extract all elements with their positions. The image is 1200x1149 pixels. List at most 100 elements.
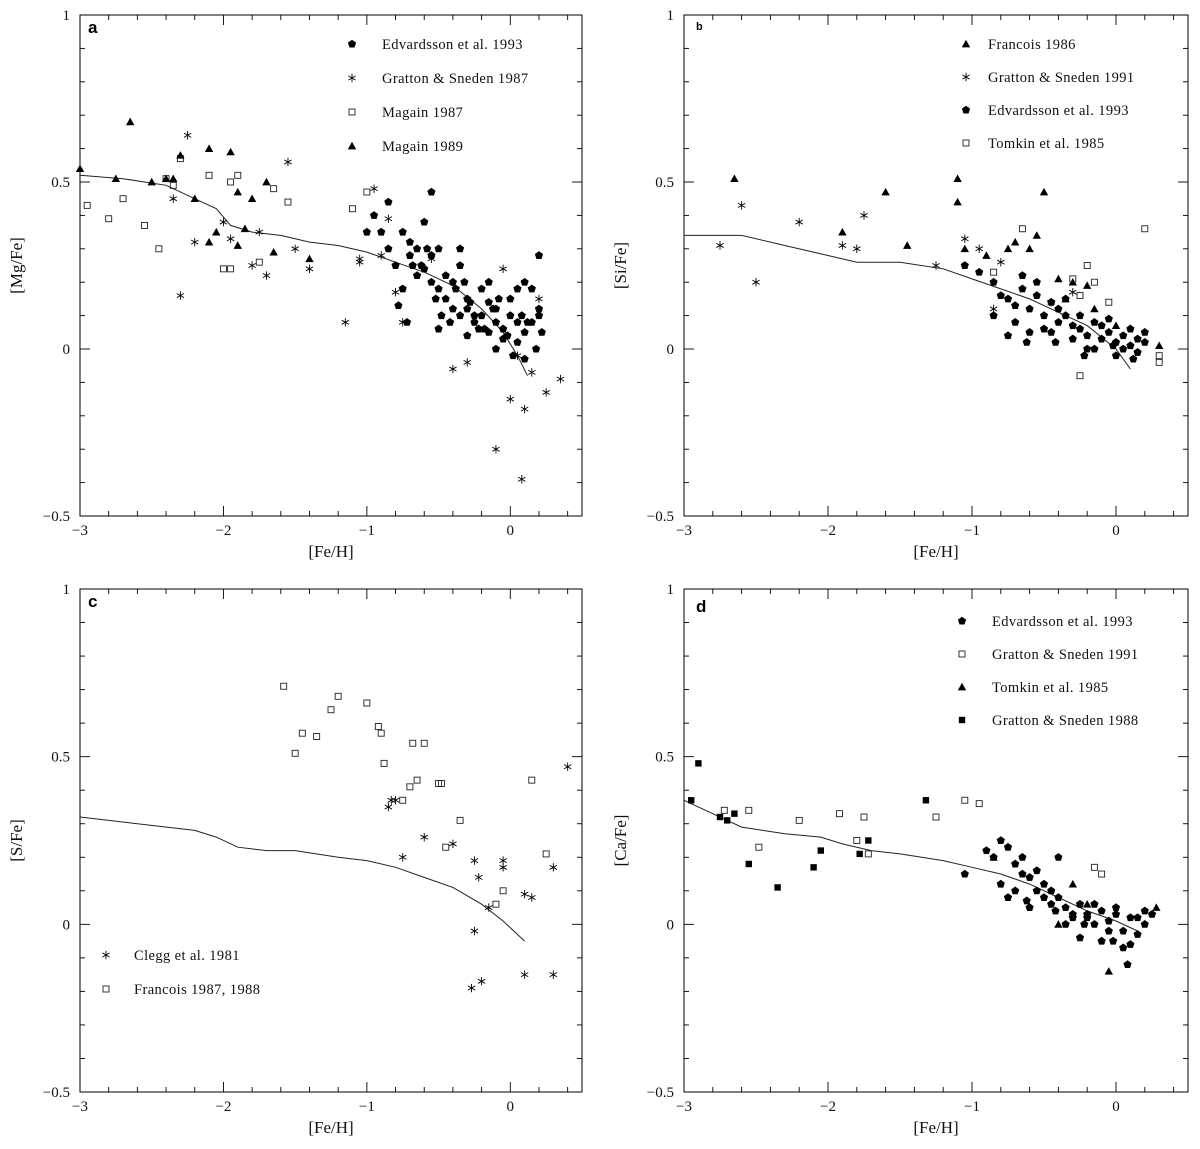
data-point bbox=[370, 184, 378, 193]
data-point bbox=[484, 297, 493, 306]
data-point bbox=[248, 261, 256, 270]
data-point bbox=[1080, 351, 1089, 360]
data-point bbox=[327, 706, 335, 714]
data-point bbox=[1090, 899, 1099, 908]
data-point bbox=[716, 813, 724, 821]
data-point bbox=[960, 244, 969, 253]
data-point bbox=[1126, 940, 1135, 948]
legend-marker bbox=[348, 73, 356, 83]
legend-label: Gratton & Sneden 1991 bbox=[992, 647, 1139, 663]
data-point bbox=[745, 860, 752, 868]
data-point bbox=[190, 237, 199, 247]
data-point bbox=[408, 261, 417, 269]
data-point bbox=[1032, 231, 1041, 239]
data-point bbox=[1152, 903, 1161, 911]
data-point bbox=[466, 297, 475, 306]
data-point bbox=[474, 324, 483, 333]
data-point bbox=[549, 863, 558, 872]
data-point bbox=[982, 251, 991, 259]
data-point bbox=[369, 211, 379, 219]
ticks bbox=[683, 14, 1188, 517]
data-point bbox=[431, 294, 440, 303]
data-point bbox=[852, 244, 861, 253]
data-point bbox=[517, 311, 526, 320]
data-point bbox=[506, 394, 515, 404]
data-point bbox=[1105, 298, 1113, 306]
data-point bbox=[226, 234, 235, 243]
data-point bbox=[1119, 331, 1128, 340]
model-curve bbox=[684, 234, 1131, 370]
data-point bbox=[1104, 328, 1113, 336]
data-point bbox=[417, 261, 426, 269]
data-point bbox=[1129, 354, 1138, 363]
data-point bbox=[398, 853, 407, 862]
data-point bbox=[362, 227, 371, 236]
data-point bbox=[1083, 913, 1092, 922]
plot-frame bbox=[683, 14, 1189, 517]
data-point bbox=[1068, 909, 1077, 918]
legend-marker bbox=[347, 141, 357, 150]
data-point bbox=[1104, 967, 1113, 975]
y-tick-label: 1 bbox=[63, 8, 71, 24]
data-point bbox=[1061, 920, 1070, 928]
data-point bbox=[477, 977, 486, 986]
series-3 bbox=[688, 760, 930, 891]
plot-frame bbox=[79, 14, 583, 517]
data-point bbox=[534, 251, 544, 259]
data-point bbox=[1104, 314, 1113, 323]
data-point bbox=[262, 271, 271, 280]
data-point bbox=[1025, 244, 1034, 253]
data-point bbox=[413, 776, 421, 784]
data-point bbox=[488, 304, 498, 313]
data-point bbox=[513, 284, 522, 293]
data-point bbox=[456, 244, 465, 253]
data-point bbox=[881, 187, 890, 196]
data-point bbox=[960, 234, 969, 243]
data-point bbox=[1025, 903, 1034, 912]
legend-label: Gratton & Sneden 1987 bbox=[382, 71, 529, 87]
data-point bbox=[1147, 909, 1157, 918]
data-point bbox=[1090, 278, 1098, 286]
data-point bbox=[1051, 338, 1060, 346]
data-point bbox=[1003, 244, 1013, 253]
data-point bbox=[398, 318, 407, 327]
data-point bbox=[527, 284, 536, 293]
data-point bbox=[1018, 869, 1027, 878]
panel-label: a bbox=[88, 18, 98, 37]
ticks bbox=[683, 588, 1188, 1093]
series-0 bbox=[362, 187, 546, 363]
data-point bbox=[1133, 930, 1142, 938]
data-point bbox=[1025, 304, 1034, 313]
data-point bbox=[384, 197, 393, 206]
legend-label: Edvardsson et al. 1993 bbox=[382, 37, 523, 53]
data-point bbox=[1097, 321, 1106, 330]
data-point bbox=[1090, 863, 1098, 871]
data-point bbox=[1126, 341, 1135, 350]
data-point bbox=[523, 317, 532, 326]
data-point bbox=[437, 780, 445, 787]
data-point bbox=[1126, 324, 1135, 333]
data-point bbox=[1080, 920, 1089, 928]
plot-frame bbox=[683, 588, 1189, 1093]
data-point bbox=[1011, 859, 1020, 868]
data-point bbox=[374, 723, 382, 730]
data-point bbox=[391, 796, 400, 805]
data-point bbox=[477, 284, 486, 293]
data-point bbox=[838, 227, 847, 236]
data-point bbox=[1054, 317, 1063, 326]
data-point bbox=[755, 843, 763, 851]
legend: Francois 1986 Gratton & Sneden 1991 Edvard… bbox=[961, 37, 1134, 152]
panel-c: −3 −2 −1 0 −0.5 0 0.5 1 [Fe/H] [S/Fe] c Clegg et al… bbox=[7, 582, 583, 1137]
data-point bbox=[932, 813, 940, 821]
x-axis-label: [Fe/H] bbox=[308, 542, 353, 561]
data-point bbox=[1061, 294, 1070, 303]
data-point bbox=[1011, 237, 1020, 246]
data-point bbox=[451, 284, 460, 293]
data-point bbox=[1111, 321, 1121, 329]
legend-marker bbox=[102, 950, 110, 960]
data-point bbox=[233, 241, 242, 249]
data-point bbox=[399, 796, 407, 804]
data-point bbox=[427, 254, 436, 264]
data-point bbox=[377, 227, 386, 236]
